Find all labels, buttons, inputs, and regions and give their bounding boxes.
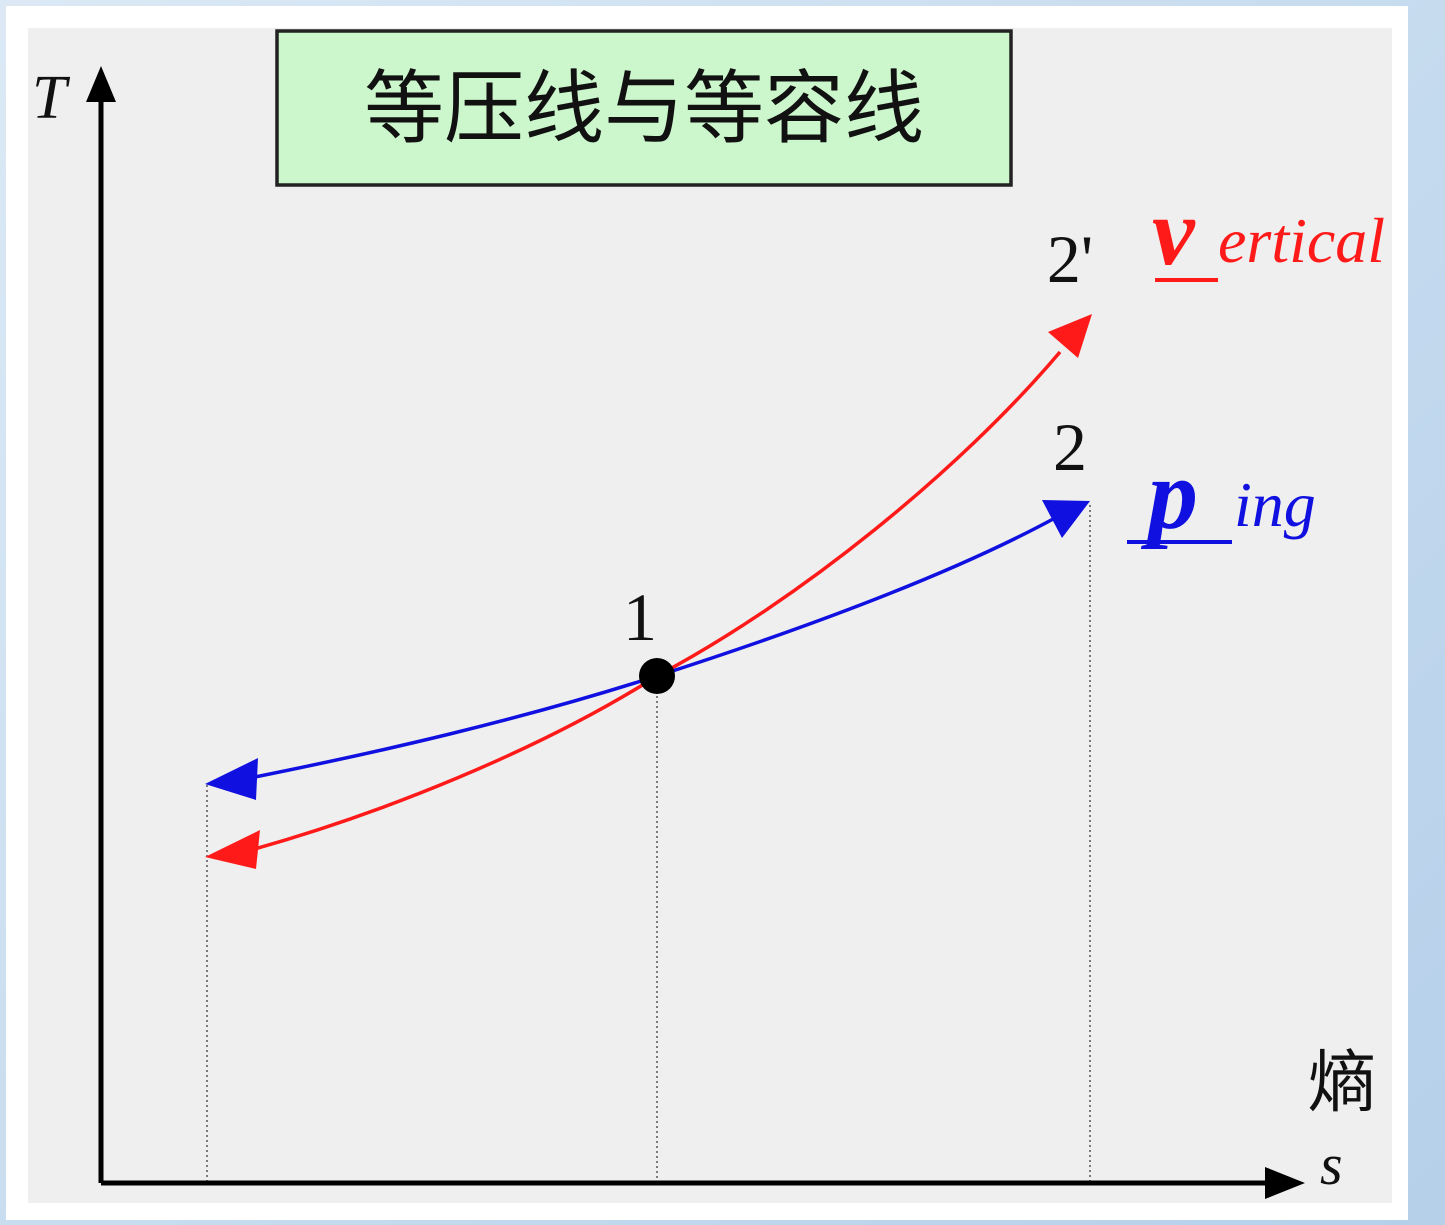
- y-axis-label: T: [32, 64, 71, 132]
- x-axis-label-cn: 熵: [1308, 1044, 1376, 1123]
- axes: [86, 66, 1305, 1199]
- diagram-frame: 等压线与等容线 T 熵 s 1 2 2' v ertical p ing: [6, 6, 1408, 1220]
- point-label-2-prime: 2': [1047, 221, 1093, 297]
- diagram-title: 等压线与等容线: [364, 62, 924, 155]
- x-axis-arrowhead: [1265, 1167, 1305, 1199]
- isobaric-arrowhead-right: [1042, 500, 1090, 538]
- isochoric-label-rest: ertical: [1218, 205, 1385, 276]
- isochoric-arrowhead-right: [1048, 314, 1092, 358]
- guide-lines: [206, 505, 1091, 1183]
- point-label-1: 1: [623, 579, 657, 655]
- isobaric-arrowhead-left: [205, 758, 258, 800]
- x-axis-label: s: [1320, 1132, 1343, 1197]
- isobaric-label-rest: ing: [1234, 469, 1316, 540]
- isochoric-label-initial: v: [1152, 178, 1196, 285]
- y-axis-arrowhead: [86, 66, 116, 102]
- isochoric-curve-right: [656, 350, 1062, 678]
- isobaric-curve-left: [244, 674, 658, 781]
- ts-diagram: 等压线与等容线 T 熵 s 1 2 2' v ertical p ing: [28, 28, 1392, 1203]
- isochoric-curve: [205, 314, 1092, 869]
- isochoric-arrowhead-left: [205, 830, 260, 869]
- plot-panel: [28, 28, 1392, 1203]
- isochoric-label: v ertical: [1152, 178, 1385, 285]
- isobaric-curve: [205, 500, 1090, 800]
- point-label-2: 2: [1053, 409, 1087, 485]
- title-box: [275, 29, 1013, 187]
- state-point-1-marker: [639, 658, 675, 694]
- isochoric-curve-left: [239, 674, 658, 855]
- isobaric-curve-right: [656, 516, 1056, 678]
- isobaric-label: p ing: [1127, 439, 1316, 550]
- isobaric-label-initial: p: [1140, 439, 1198, 550]
